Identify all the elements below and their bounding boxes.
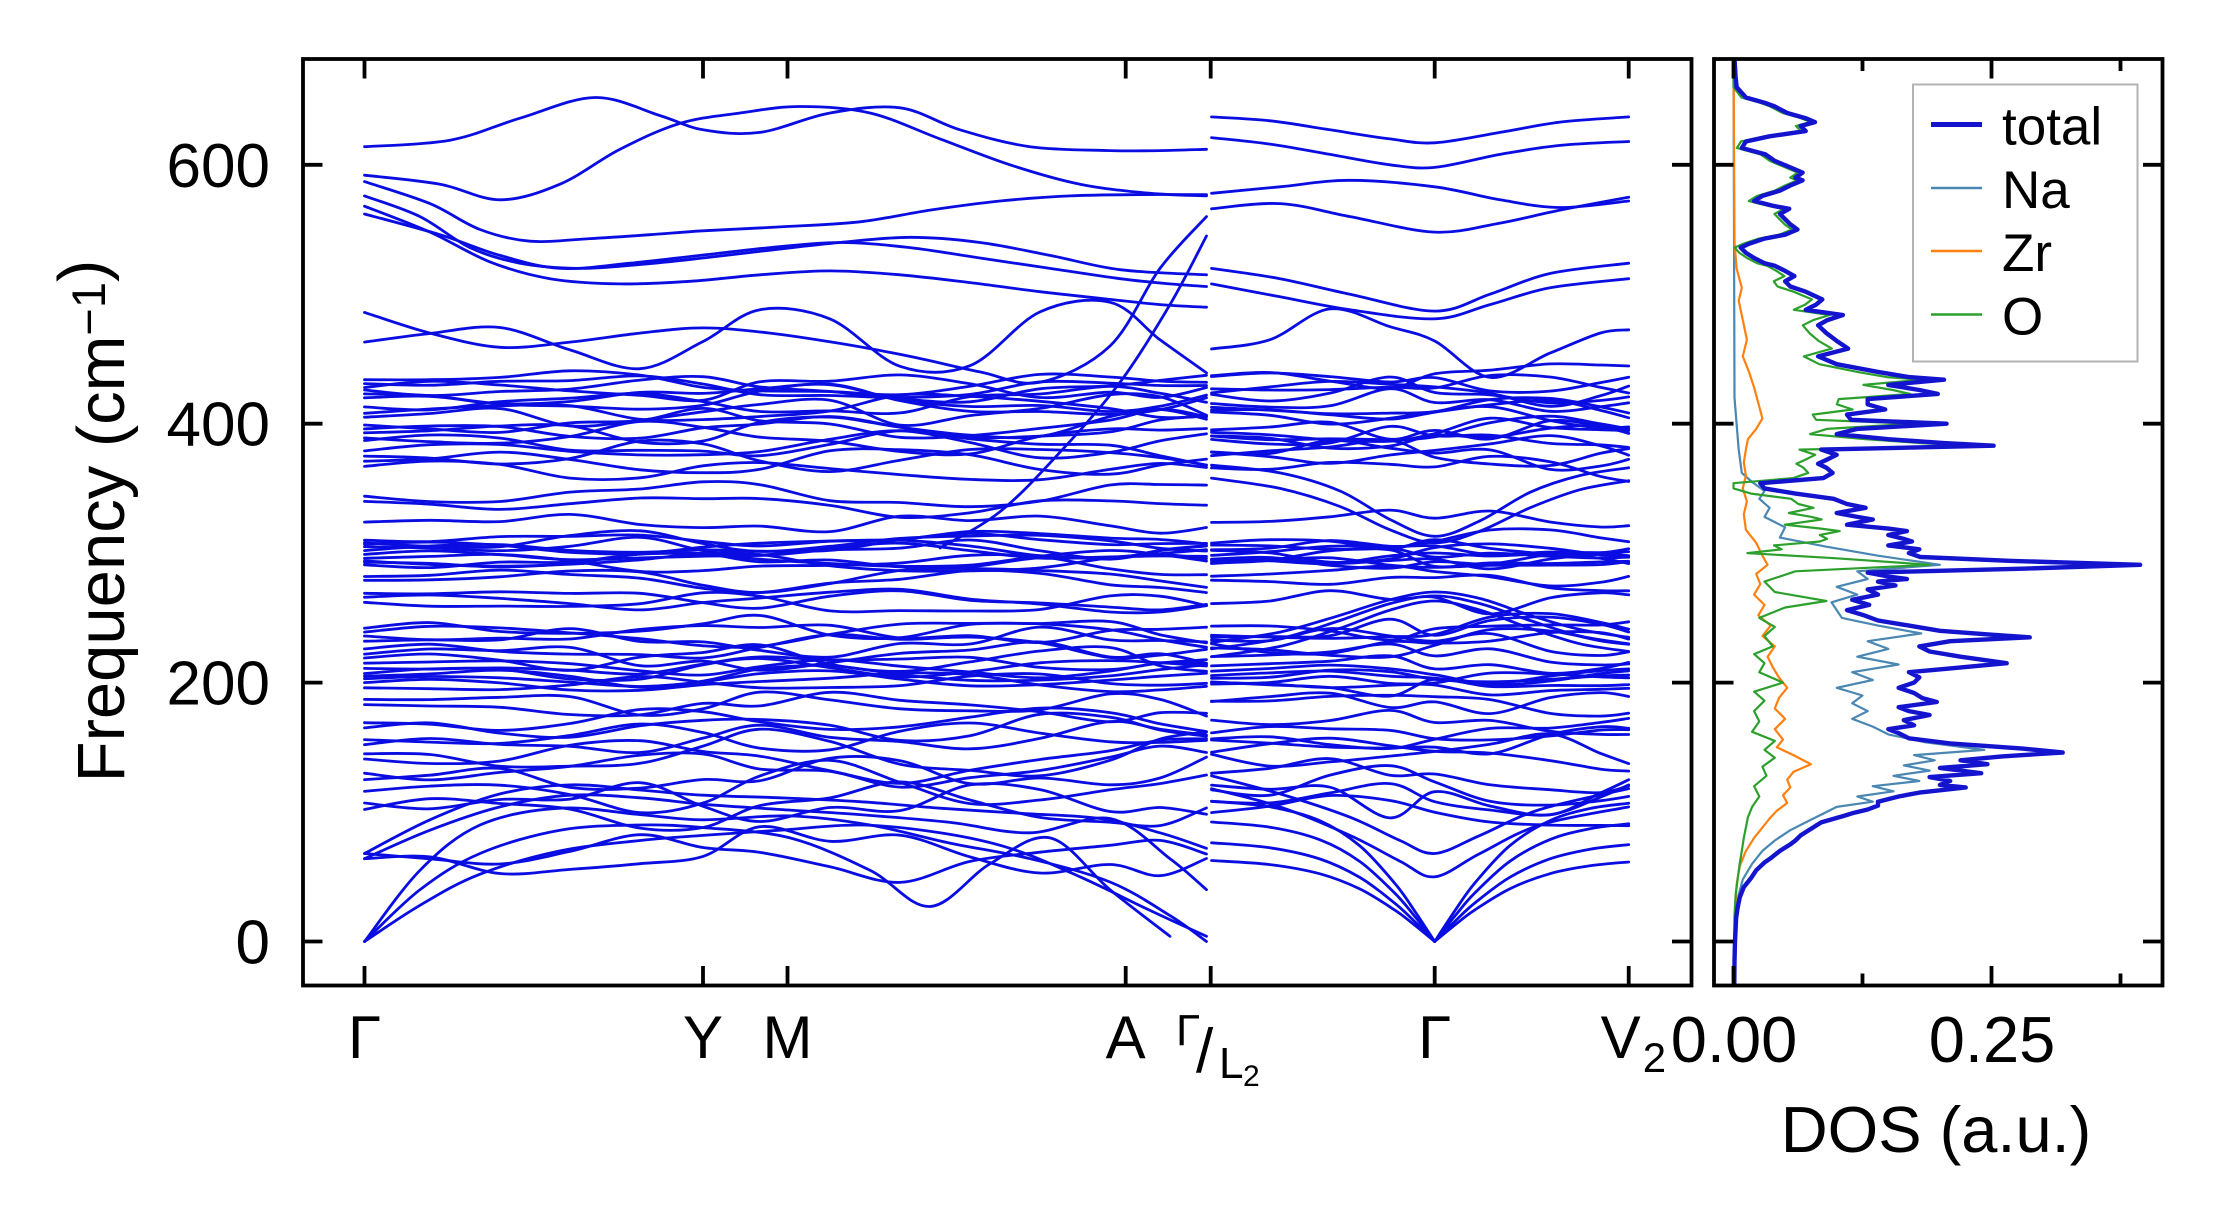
svg-text:2: 2 [1243, 1060, 1260, 1093]
svg-text:0.25: 0.25 [1929, 1003, 2056, 1076]
svg-text:M: M [763, 1004, 813, 1071]
svg-text:600: 600 [167, 132, 270, 201]
svg-text:Na: Na [2002, 161, 2070, 220]
svg-text:400: 400 [167, 391, 270, 460]
svg-text:Y: Y [683, 1004, 723, 1071]
svg-text:Γ: Γ [348, 1004, 381, 1071]
svg-text:DOS (a.u.): DOS (a.u.) [1781, 1093, 2092, 1166]
svg-text:Γ: Γ [1176, 1006, 1200, 1055]
svg-text:Γ: Γ [1418, 1004, 1451, 1071]
svg-text:A: A [1106, 1004, 1146, 1071]
svg-text:0.00: 0.00 [1671, 1003, 1798, 1076]
svg-text:total: total [2002, 98, 2102, 157]
svg-text:Zr: Zr [2002, 224, 2052, 283]
svg-text:L: L [1219, 1039, 1243, 1088]
svg-text:V: V [1601, 1004, 1641, 1071]
svg-text:2: 2 [1643, 1034, 1666, 1081]
svg-text:0: 0 [236, 909, 270, 978]
svg-text:/: / [1196, 1017, 1214, 1086]
svg-text:O: O [2002, 288, 2043, 347]
svg-text:200: 200 [167, 650, 270, 719]
